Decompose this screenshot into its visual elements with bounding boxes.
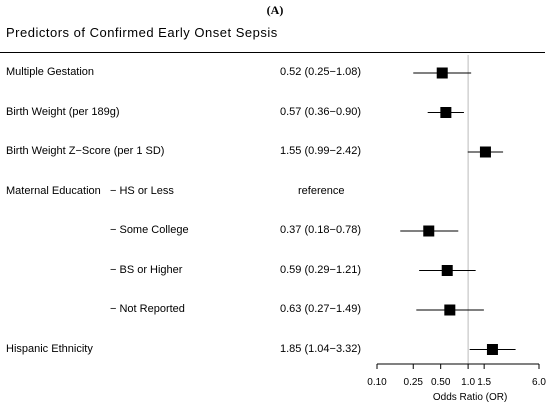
estimate-text: 0.57 (0.36−0.90) xyxy=(280,105,362,118)
estimate-text: 0.59 (0.29−1.21) xyxy=(280,263,362,276)
point-estimate xyxy=(440,107,452,118)
panel-label: (A) xyxy=(266,3,284,17)
estimate-text: 1.55 (0.99−2.42) xyxy=(280,145,362,157)
x-tick-label: 1.5 xyxy=(477,377,491,388)
estimate-text: 1.85 (1.04−3.32) xyxy=(280,342,362,355)
row-label: Birth Weight Z−Score (per 1 SD) xyxy=(6,145,165,157)
x-axis-label: Odds Ratio (OR) xyxy=(433,392,507,403)
chart-title: Predictors of Confirmed Early Onset Seps… xyxy=(6,25,278,40)
title-divider xyxy=(0,52,545,53)
estimate-text: 0.52 (0.25−1.08) xyxy=(280,66,362,78)
point-estimate xyxy=(486,344,498,355)
reference-text: reference xyxy=(298,184,345,197)
x-tick-label: 1.0 xyxy=(461,377,475,388)
row-sublabel: − BS or Higher xyxy=(110,263,183,276)
row-label: Multiple Gestation xyxy=(6,66,95,78)
row-sublabel: − HS or Less xyxy=(110,184,174,197)
x-tick-label: 0.25 xyxy=(404,377,424,388)
row-label: Maternal Education xyxy=(6,184,101,197)
estimate-text: 0.63 (0.27−1.49) xyxy=(280,303,362,315)
row-label: Birth Weight (per 189g) xyxy=(6,105,120,118)
point-estimate xyxy=(479,146,491,158)
point-estimate xyxy=(441,265,453,276)
x-tick-label: 0.10 xyxy=(367,377,387,388)
row-sublabel: − Some College xyxy=(110,224,189,236)
point-estimate xyxy=(436,67,448,79)
row-sublabel: − Not Reported xyxy=(110,303,185,315)
x-tick-label: 0.50 xyxy=(431,377,451,388)
estimate-text: 0.37 (0.18−0.78) xyxy=(280,224,362,236)
row-label: Hispanic Ethnicity xyxy=(6,342,93,355)
x-tick-label: 6.0 xyxy=(532,377,546,388)
point-estimate xyxy=(423,225,435,237)
point-estimate xyxy=(444,304,456,316)
